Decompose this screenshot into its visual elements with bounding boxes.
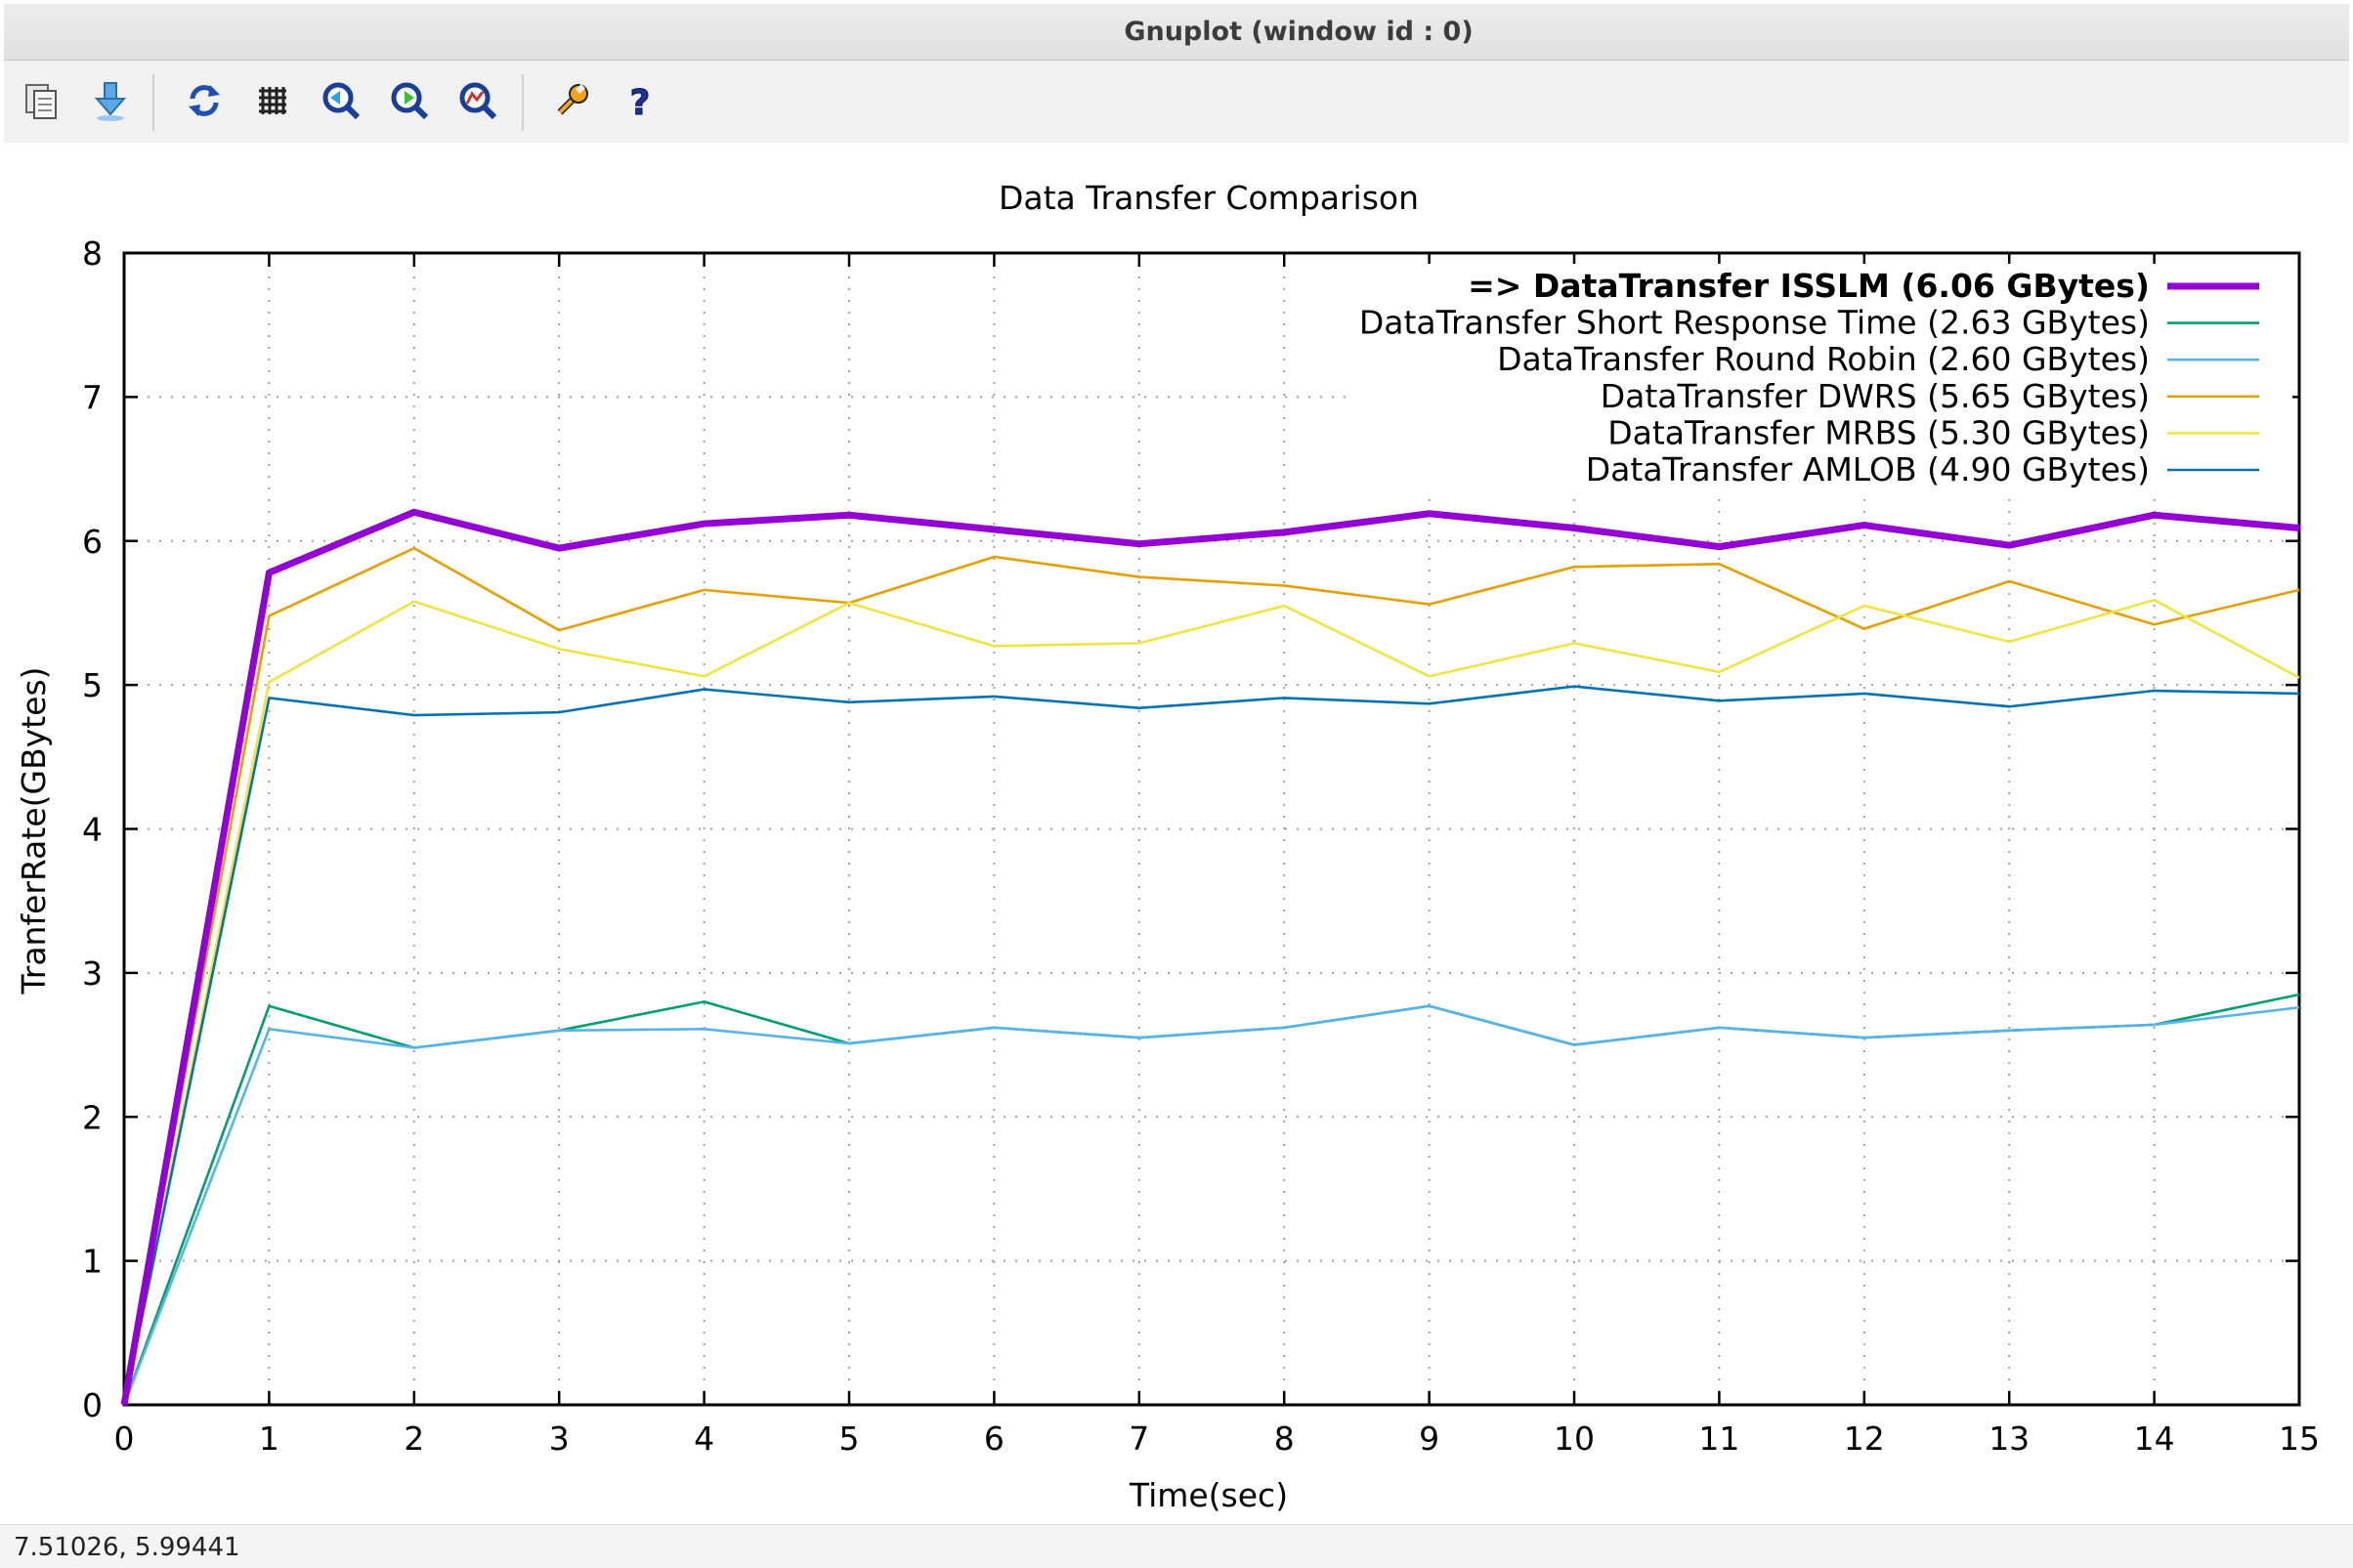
y-tick-label: 4	[82, 811, 103, 849]
series-line	[122, 685, 2300, 1406]
series-lines	[120, 508, 2300, 1406]
series-line	[122, 993, 2300, 1406]
cursor-coordinates: 7.51026, 5.99441	[14, 1533, 240, 1562]
x-tick-label: 11	[1698, 1420, 1739, 1458]
legend-label: => DataTransfer ISSLM (6.06 GBytes)	[1468, 267, 2150, 305]
help-icon[interactable]: ?	[614, 74, 666, 127]
y-tick-label: 6	[82, 523, 103, 561]
y-axis-label: TranferRate(GBytes)	[15, 666, 53, 995]
export-icon[interactable]	[84, 74, 137, 127]
settings-wrench-icon[interactable]	[545, 74, 598, 127]
grid-icon[interactable]	[246, 74, 299, 127]
legend-label: DataTransfer DWRS (5.65 GBytes)	[1601, 377, 2150, 415]
y-tick-label: 0	[82, 1386, 103, 1424]
x-tick-label: 2	[404, 1420, 424, 1458]
x-tick-label: 7	[1129, 1420, 1149, 1458]
legend-label: DataTransfer Short Response Time (2.63 G…	[1359, 304, 2150, 342]
x-tick-label: 13	[1989, 1420, 2030, 1458]
x-tick-label: 1	[259, 1420, 279, 1458]
statusbar: 7.51026, 5.99441	[0, 1524, 2353, 1568]
window-title: Gnuplot (window id : 0)	[1124, 17, 1474, 47]
autoscale-icon[interactable]	[451, 74, 504, 127]
legend-label: DataTransfer MRBS (5.30 GBytes)	[1607, 413, 2150, 451]
x-tick-label: 4	[694, 1420, 714, 1458]
x-tick-label: 3	[549, 1420, 570, 1458]
series-line	[122, 598, 2300, 1406]
legend-label: DataTransfer AMLOB (4.90 GBytes)	[1586, 450, 2150, 488]
legend: => DataTransfer ISSLM (6.06 GBytes)DataT…	[1348, 264, 2292, 492]
zoom-previous-icon[interactable]	[315, 74, 367, 127]
x-tick-label: 12	[1844, 1420, 1885, 1458]
series-line	[122, 1004, 2300, 1406]
window-titlebar: Gnuplot (window id : 0)	[4, 4, 2349, 61]
chart-title: Data Transfer Comparison	[999, 179, 1419, 217]
x-tick-label: 6	[984, 1420, 1005, 1458]
y-tick-label: 8	[82, 234, 103, 273]
svg-text:?: ?	[630, 83, 651, 120]
plot-area[interactable]: 0 1 2 3 4 5 6 7 8 9 10 11 12 13 14 15 0 1 2 3 4 5 6 7 8 => DataT…	[0, 143, 2353, 1524]
toolbar: ?	[4, 61, 2349, 143]
legend-background	[1348, 264, 2292, 492]
replot-icon[interactable]	[178, 74, 231, 127]
series-line	[122, 546, 2300, 1406]
y-tick-label: 3	[82, 954, 103, 993]
legend-label: DataTransfer Round Robin (2.60 GBytes)	[1497, 340, 2150, 378]
x-tick-label: 10	[1554, 1420, 1595, 1458]
x-tick-label: 9	[1419, 1420, 1439, 1458]
y-tick-label: 5	[82, 666, 103, 704]
toolbar-separator	[522, 74, 524, 131]
x-tick-label: 14	[2134, 1420, 2175, 1458]
y-tick-label: 1	[82, 1243, 103, 1281]
x-axis-label: Time(sec)	[1129, 1476, 1288, 1514]
y-tick-label: 7	[82, 378, 103, 416]
x-tick-label: 0	[114, 1420, 135, 1458]
x-tick-label: 15	[2279, 1420, 2320, 1458]
x-tick-label: 5	[839, 1420, 860, 1458]
copy-clipboard-icon[interactable]	[16, 74, 68, 127]
series-line	[120, 508, 2300, 1406]
y-tick-label: 2	[82, 1098, 103, 1136]
toolbar-separator	[152, 74, 154, 131]
x-tick-label: 8	[1274, 1420, 1295, 1458]
zoom-next-icon[interactable]	[383, 74, 436, 127]
